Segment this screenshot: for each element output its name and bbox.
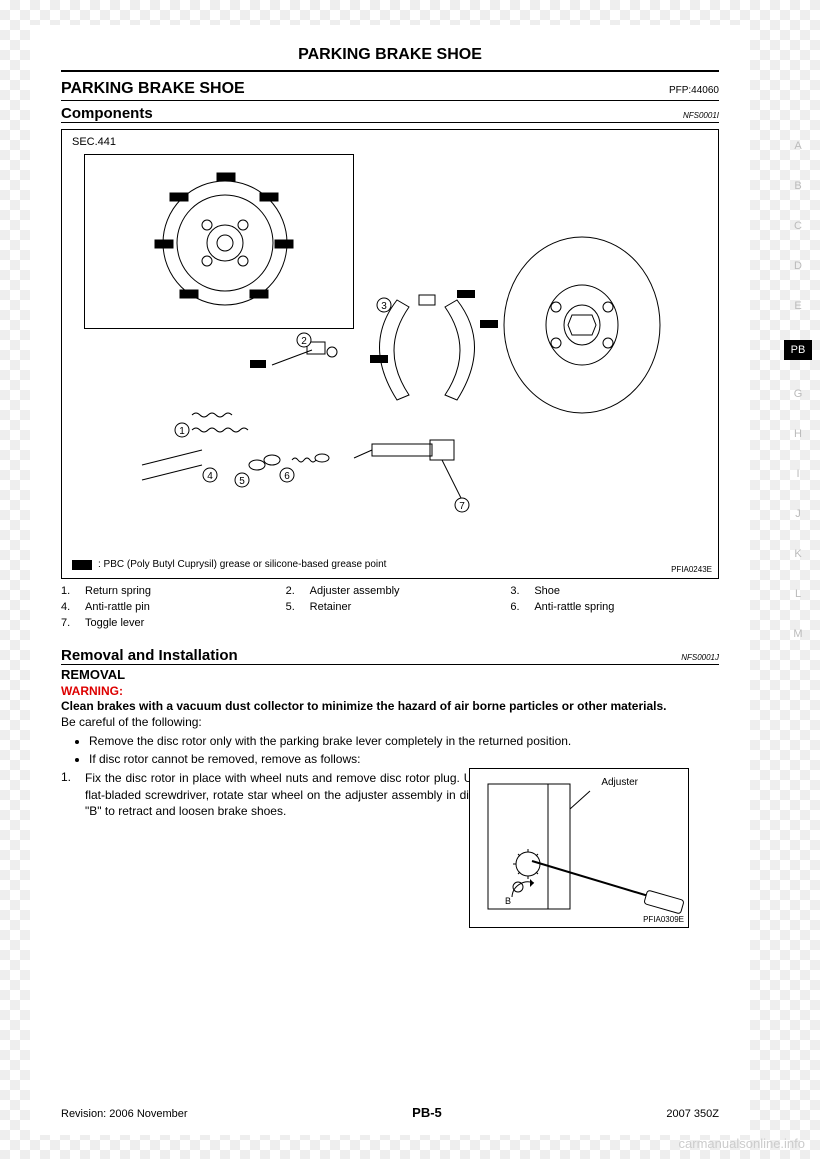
- tab-a[interactable]: A: [784, 140, 812, 152]
- tab-l[interactable]: L: [784, 588, 812, 600]
- tab-d[interactable]: D: [784, 260, 812, 272]
- bullet-item: If disc rotor cannot be removed, remove …: [89, 752, 719, 766]
- adjuster-svg: B: [470, 769, 690, 929]
- figure-id: PFIA0243E: [671, 565, 712, 574]
- removal-heading: Removal and Installation NFS0001J: [61, 647, 719, 665]
- tab-e[interactable]: E: [784, 300, 812, 312]
- parts-list: 1.Return spring 2.Adjuster assembly 3.Sh…: [61, 585, 719, 629]
- adjuster-figure: Adjuster B: [469, 768, 689, 928]
- part-item: 6.Anti-rattle spring: [510, 601, 719, 613]
- adjuster-label: Adjuster: [601, 777, 638, 788]
- tab-b[interactable]: B: [784, 180, 812, 192]
- tab-j[interactable]: J: [784, 508, 812, 520]
- removal-ref: NFS0001J: [681, 653, 719, 662]
- step-num: 1.: [61, 770, 77, 819]
- pfp-code: PFP:44060: [669, 85, 719, 96]
- tab-i[interactable]: I: [784, 468, 812, 480]
- tab-c[interactable]: C: [784, 220, 812, 232]
- page-title: PARKING BRAKE SHOE: [31, 46, 749, 64]
- svg-text:3: 3: [381, 301, 387, 312]
- warning-text: Clean brakes with a vacuum dust collecto…: [61, 698, 719, 714]
- svg-text:2: 2: [301, 336, 307, 347]
- tab-k[interactable]: K: [784, 548, 812, 560]
- bullet-item: Remove the disc rotor only with the park…: [89, 734, 719, 748]
- svg-text:6: 6: [284, 471, 290, 482]
- tab-pb[interactable]: PB: [784, 340, 812, 360]
- svg-text:4: 4: [207, 471, 213, 482]
- careful-text: Be careful of the following:: [61, 714, 719, 730]
- components-title: Components: [61, 105, 153, 122]
- footer-left: Revision: 2006 November: [61, 1108, 188, 1120]
- footer-right: 2007 350Z: [666, 1108, 719, 1120]
- svg-text:B: B: [505, 896, 511, 906]
- tab-g[interactable]: G: [784, 388, 812, 400]
- section-heading: PARKING BRAKE SHOE PFP:44060: [61, 80, 719, 101]
- section-tabs: A B C D E PB G H I J K L M: [784, 140, 812, 640]
- footer-center: PB-5: [412, 1105, 442, 1120]
- mini-fig-id: PFIA0309E: [643, 915, 684, 924]
- step-text: Fix the disc rotor in place with wheel n…: [85, 770, 505, 819]
- grease-icon: [72, 560, 92, 570]
- part-item: 1.Return spring: [61, 585, 270, 597]
- tab-h[interactable]: H: [784, 428, 812, 440]
- removal-sub: REMOVAL: [61, 667, 719, 682]
- tab-m[interactable]: M: [784, 628, 812, 640]
- watermark: carmanualsonline.info: [679, 1136, 805, 1151]
- svg-text:7: 7: [459, 501, 465, 512]
- exploded-view-figure: SEC.441: [61, 129, 719, 579]
- exploded-svg: 3 2 1: [62, 130, 722, 580]
- content: PARKING BRAKE SHOE PFP:44060 Components …: [31, 72, 749, 819]
- part-item: 5.Retainer: [286, 601, 495, 613]
- part-item: 3.Shoe: [510, 585, 719, 597]
- manual-page: PARKING BRAKE SHOE PARKING BRAKE SHOE PF…: [30, 25, 750, 1135]
- part-item: 7.Toggle lever: [61, 617, 270, 629]
- svg-text:5: 5: [239, 476, 245, 487]
- grease-note: : PBC (Poly Butyl Cuprysil) grease or si…: [72, 559, 386, 570]
- bullet-list: Remove the disc rotor only with the park…: [89, 734, 719, 766]
- components-ref: NFS0001I: [683, 111, 719, 120]
- section-title: PARKING BRAKE SHOE: [61, 80, 245, 98]
- components-heading: Components NFS0001I: [61, 105, 719, 123]
- part-item: 4.Anti-rattle pin: [61, 601, 270, 613]
- grease-text: : PBC (Poly Butyl Cuprysil) grease or si…: [98, 559, 386, 570]
- warning-label: WARNING:: [61, 684, 719, 698]
- svg-text:1: 1: [179, 426, 185, 437]
- part-item: 2.Adjuster assembly: [286, 585, 495, 597]
- footer: Revision: 2006 November PB-5 2007 350Z: [61, 1105, 719, 1120]
- removal-title: Removal and Installation: [61, 647, 238, 664]
